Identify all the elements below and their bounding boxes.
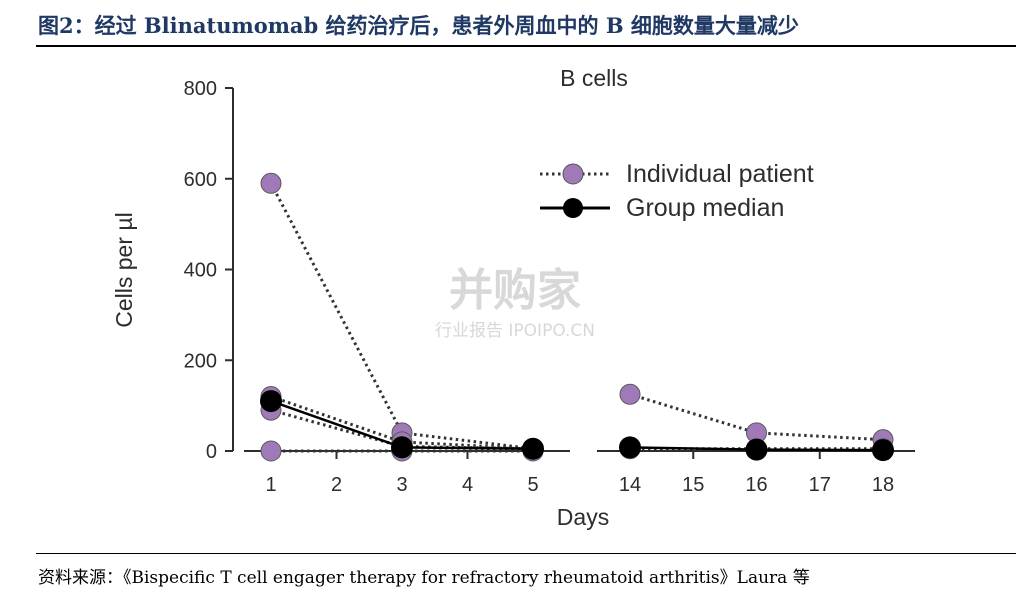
y-axis-label: Cells per µl xyxy=(111,212,137,328)
y-tick-label-200: 200 xyxy=(184,350,217,372)
x-tick-label-5: 5 xyxy=(527,474,538,496)
bottom-rule xyxy=(36,553,1016,554)
legend: Individual patient Group median xyxy=(540,160,814,222)
x-tick-label-4: 4 xyxy=(462,474,473,496)
figure-title: 图2：经过 Blinatumomab 给药治疗后，患者外周血中的 B 细胞数量大… xyxy=(38,13,799,38)
series-lines xyxy=(269,182,884,453)
x-axis-label: Days xyxy=(557,504,609,530)
watermark-sub: 行业报告 IPOIPO.CN xyxy=(435,321,595,341)
chart-title: B cells xyxy=(560,65,628,91)
median-point-7-2 xyxy=(872,439,894,462)
y-tick-label-400: 400 xyxy=(184,260,217,282)
y-tick-label-0: 0 xyxy=(206,441,217,463)
median-point-7-0 xyxy=(619,436,641,459)
patient-line-0 xyxy=(269,182,534,451)
x-tick-label-1: 1 xyxy=(265,474,276,496)
patient-point-4-0 xyxy=(619,383,641,405)
y-tick-label-600: 600 xyxy=(184,169,217,191)
legend-individual-label: Individual patient xyxy=(626,160,814,188)
median-point-6-0 xyxy=(260,390,282,413)
x-tick-label-15: 15 xyxy=(682,474,704,496)
x-tick-label-18: 18 xyxy=(872,474,894,496)
x-tick-label-17: 17 xyxy=(809,474,831,496)
patient-point-3-0 xyxy=(260,440,282,462)
x-tick-label-3: 3 xyxy=(396,474,407,496)
median-point-6-1 xyxy=(391,436,413,459)
watermark-main: 并购家 xyxy=(449,265,581,316)
top-rule xyxy=(36,45,1016,47)
figure-source: 资料来源：《Bispecific T cell engager therapy … xyxy=(38,568,810,588)
y-tick-label-800: 800 xyxy=(184,78,217,100)
x-tick-label-2: 2 xyxy=(331,474,342,496)
legend-median-label: Group median xyxy=(626,194,784,222)
legend-individual-marker xyxy=(562,163,584,185)
legend-median-marker xyxy=(563,198,583,218)
median-point-7-1 xyxy=(745,438,768,461)
patient-point-0-0 xyxy=(260,172,282,194)
median-point-6-2 xyxy=(522,437,544,460)
axes: 0 200 400 600 800 1 2 3 4 5 14 15 16 17 18 xyxy=(184,78,915,496)
x-tick-label-14: 14 xyxy=(619,474,641,496)
series-markers xyxy=(260,172,894,462)
x-tick-label-16: 16 xyxy=(745,474,767,496)
watermark: 并购家 行业报告 IPOIPO.CN xyxy=(435,265,595,341)
